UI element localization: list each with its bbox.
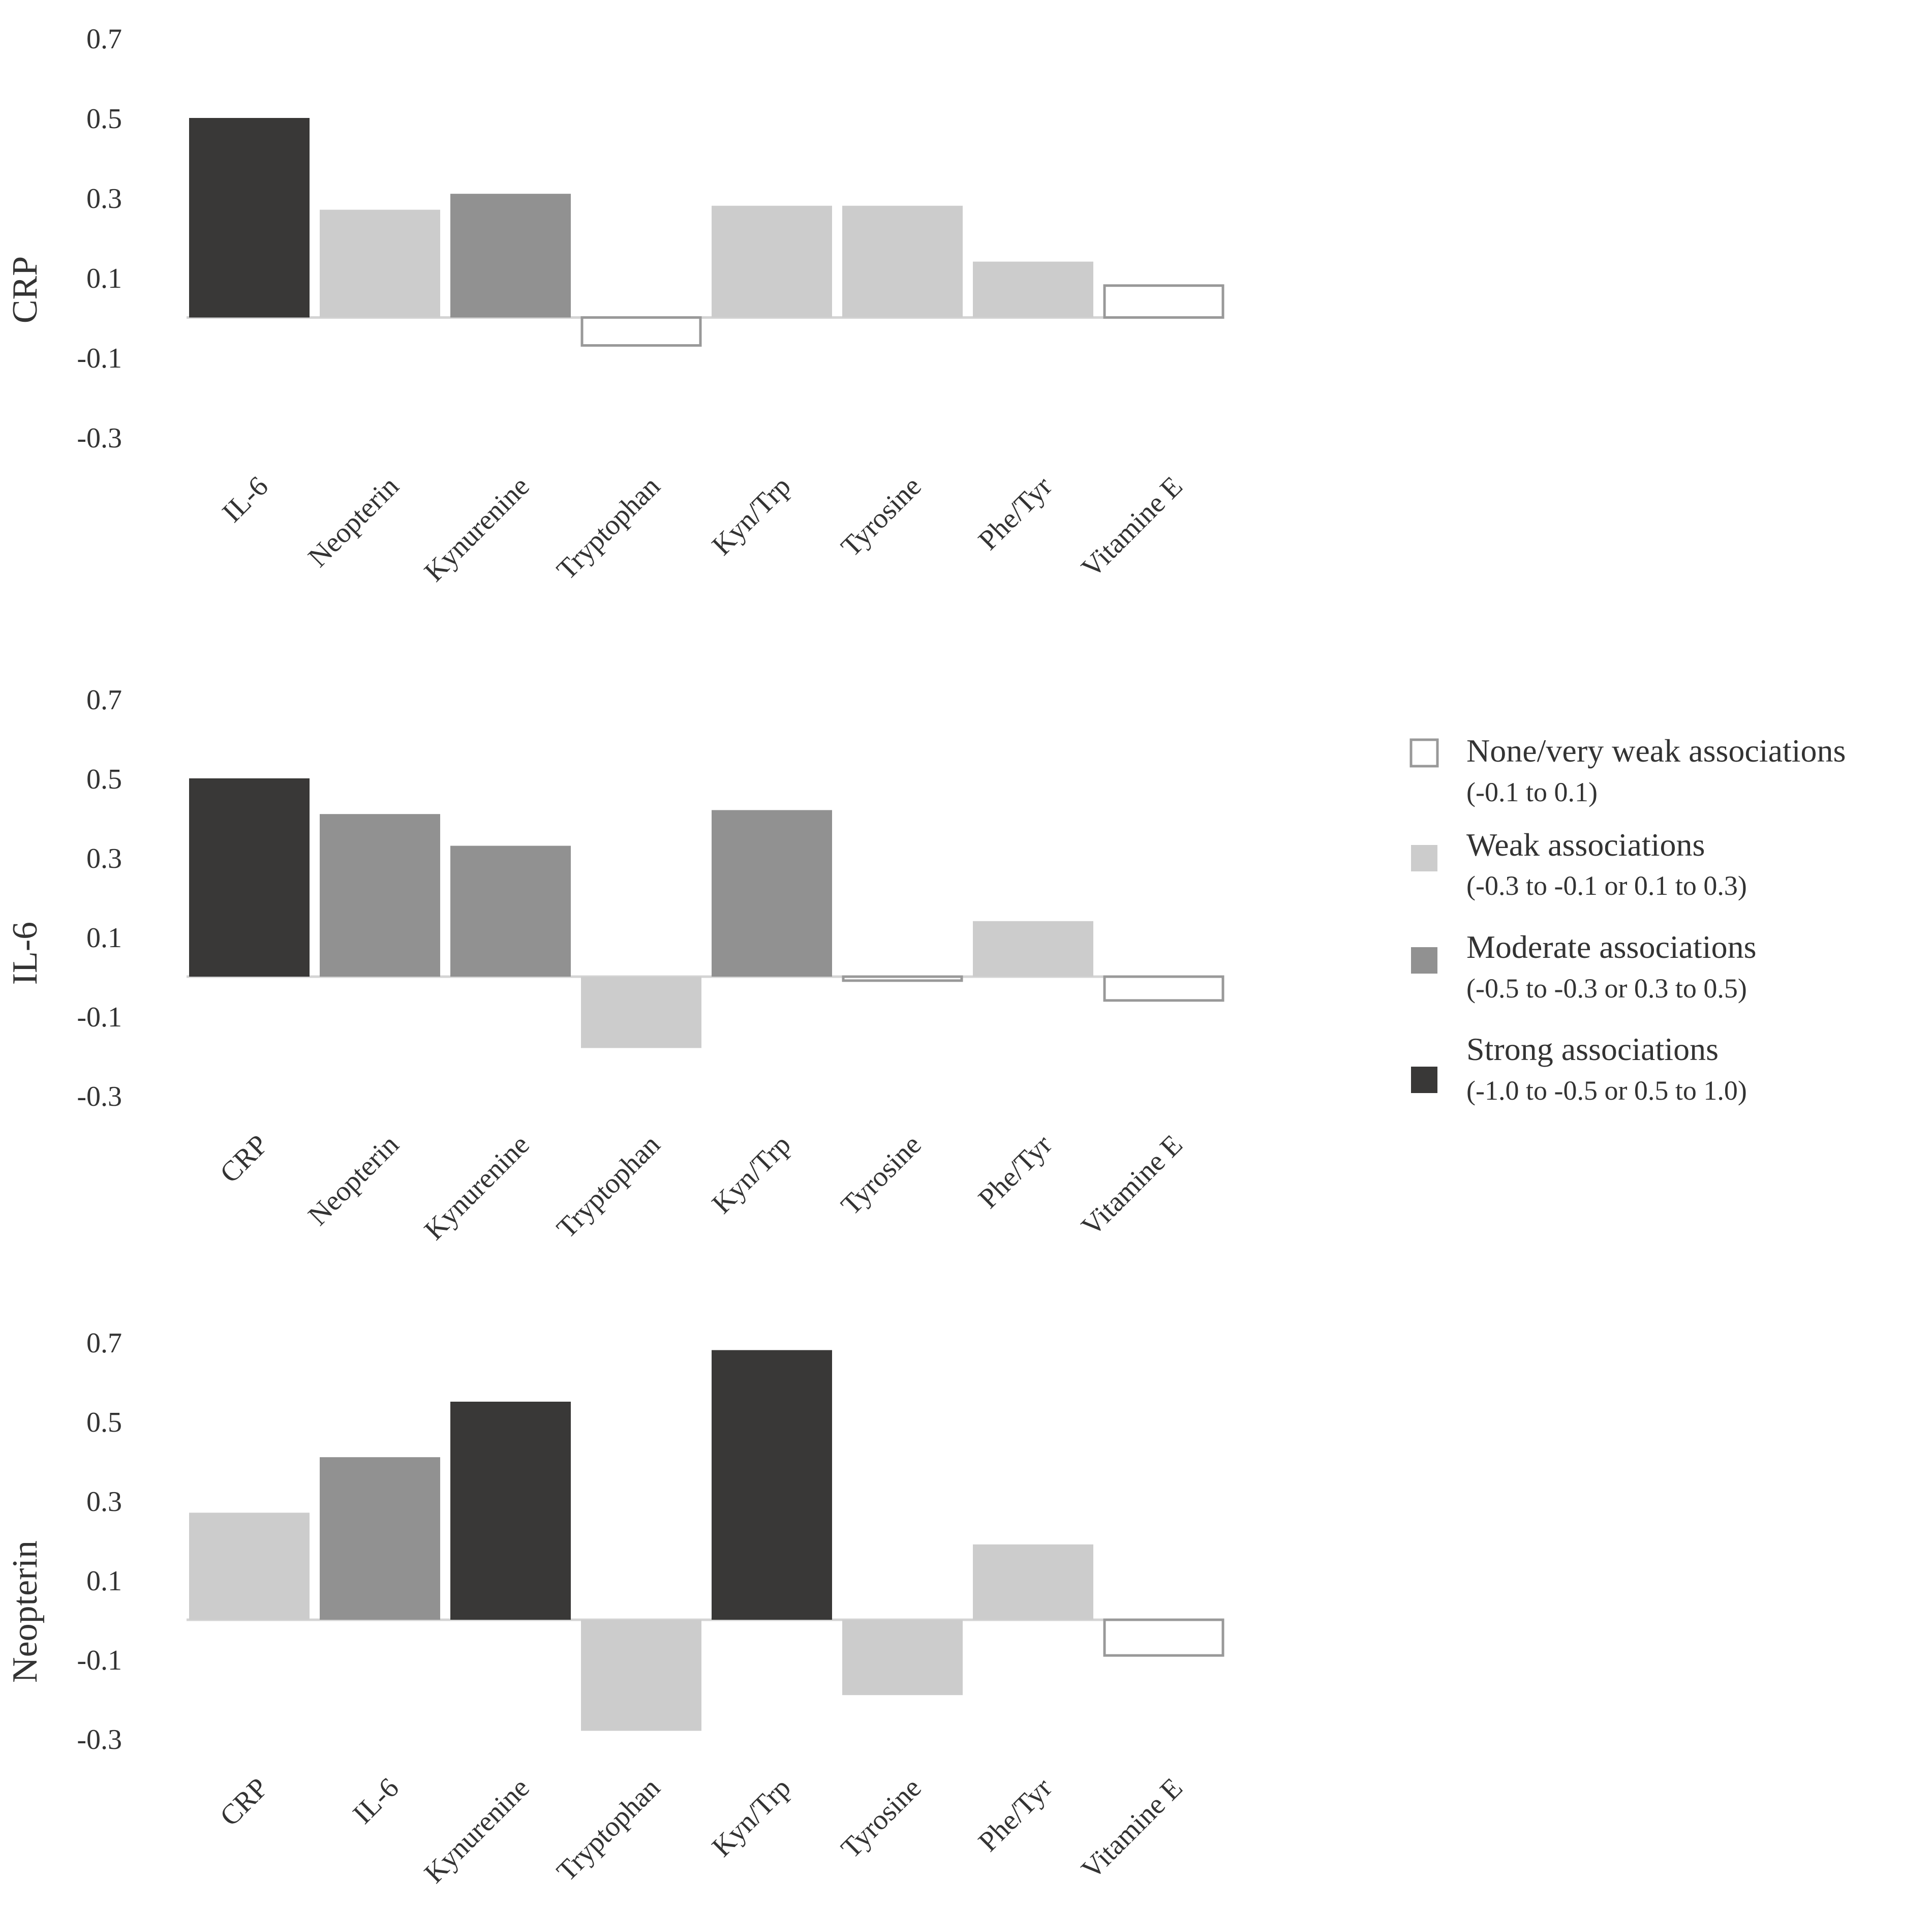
y-axis-label: Neopterin <box>6 1540 45 1683</box>
legend-item-strong: Strong associations (-1.0 to -0.5 or 0.5… <box>1411 1031 1747 1106</box>
x-category-label: Vitamine E <box>1076 1129 1189 1242</box>
chart-panel: IL-6 0.7 0.5 0.3 0.1 -0.1 -0.3 CRP Neopterin Kynu… <box>6 684 1224 1246</box>
x-category-label: Kynurenine <box>418 470 536 588</box>
legend-label-strong: Strong associations <box>1466 1031 1719 1067</box>
x-category-label: Tryptophan <box>550 470 666 586</box>
legend: None/very weak associations (-0.1 to 0.1… <box>1409 733 1846 1106</box>
bar <box>842 205 963 318</box>
x-category-label: Kynurenine <box>418 1772 536 1889</box>
y-tick-label: 0.5 <box>86 103 122 135</box>
y-tick-label: 0.1 <box>86 263 122 294</box>
legend-range-none: (-0.1 to 0.1) <box>1466 777 1598 807</box>
legend-swatch-none <box>1409 738 1439 768</box>
y-tick-label: 0.1 <box>86 922 122 954</box>
bar <box>712 810 832 977</box>
bar <box>712 205 832 318</box>
bar <box>189 778 310 977</box>
y-tick-label: -0.1 <box>77 1645 122 1676</box>
bar <box>189 1512 310 1620</box>
chart-panel: Neopterin 0.7 0.5 0.3 0.1 -0.1 -0.3 CRP IL-6 Kynu… <box>6 1327 1224 1889</box>
chart-panel: CRP 0.7 0.5 0.3 0.1 -0.1 -0.3 IL-6 Neopterin Kynu… <box>6 23 1224 588</box>
bar <box>1103 975 1224 1002</box>
y-tick-label: -0.3 <box>77 1081 122 1112</box>
y-tick-label: -0.1 <box>77 343 122 374</box>
x-category-label: Kyn/Trp <box>706 470 797 561</box>
bar <box>581 1620 701 1731</box>
bar <box>320 209 440 318</box>
y-tick-label: 0.1 <box>86 1565 122 1597</box>
y-tick-label: 0.5 <box>86 764 122 795</box>
legend-swatch-weak <box>1411 845 1437 871</box>
legend-label-weak: Weak associations <box>1466 827 1705 863</box>
bar <box>973 1544 1093 1620</box>
y-axis-label: IL-6 <box>6 922 45 985</box>
x-category-label: IL-6 <box>216 470 274 528</box>
y-tick-label: 0.3 <box>86 183 122 215</box>
x-category-label: IL-6 <box>347 1772 405 1830</box>
x-category-label: CRP <box>214 1129 274 1189</box>
legend-item-weak: Weak associations (-0.3 to -0.1 or 0.1 t… <box>1411 827 1747 901</box>
x-category-label: Vitamine E <box>1076 1772 1189 1885</box>
bar <box>973 921 1093 977</box>
x-category-label: Kyn/Trp <box>706 1129 797 1220</box>
bar <box>580 316 702 347</box>
bar <box>842 1620 963 1696</box>
bar <box>320 1457 440 1620</box>
y-tick-label: -0.3 <box>77 422 122 454</box>
x-category-label: Neopterin <box>302 470 405 573</box>
x-category-label: Tyrosine <box>835 1772 928 1864</box>
legend-swatch-moderate <box>1411 947 1437 974</box>
y-tick-label: 0.7 <box>86 684 122 716</box>
bar <box>581 977 701 1048</box>
x-category-label: Vitamine E <box>1076 470 1189 584</box>
y-tick-label: 0.3 <box>86 843 122 874</box>
bar <box>1103 1618 1224 1657</box>
bar <box>1103 284 1224 319</box>
bar <box>450 194 571 318</box>
bar <box>712 1350 832 1620</box>
x-category-label: Kyn/Trp <box>706 1772 797 1863</box>
y-tick-label: 0.7 <box>86 1327 122 1359</box>
x-category-label: Tryptophan <box>550 1129 666 1244</box>
legend-label-moderate: Moderate associations <box>1466 929 1757 965</box>
bar <box>189 118 310 318</box>
legend-item-moderate: Moderate associations (-0.5 to -0.3 or 0… <box>1411 929 1757 1004</box>
bar <box>973 261 1093 318</box>
x-category-label: Phe/Tyr <box>972 470 1058 556</box>
bar <box>450 1402 571 1620</box>
bar <box>842 975 963 982</box>
x-category-label: Kynurenine <box>418 1129 536 1246</box>
y-tick-label: -0.3 <box>77 1724 122 1756</box>
legend-range-strong: (-1.0 to -0.5 or 0.5 to 1.0) <box>1466 1075 1747 1106</box>
x-category-label: CRP <box>214 1772 274 1832</box>
x-category-label: Neopterin <box>302 1129 405 1231</box>
y-tick-label: 0.3 <box>86 1486 122 1518</box>
x-category-label: Phe/Tyr <box>972 1129 1058 1215</box>
legend-range-moderate: (-0.5 to -0.3 or 0.3 to 0.5) <box>1466 973 1747 1004</box>
x-category-label: Tyrosine <box>835 1129 928 1221</box>
y-tick-label: 0.7 <box>86 23 122 55</box>
y-tick-label: -0.1 <box>77 1002 122 1033</box>
y-axis-label: CRP <box>6 256 45 323</box>
x-category-label: Phe/Tyr <box>972 1772 1058 1858</box>
legend-item-none: None/very weak associations (-0.1 to 0.1… <box>1409 733 1846 807</box>
bar <box>320 814 440 977</box>
x-category-label: Tryptophan <box>550 1772 666 1887</box>
legend-label-none: None/very weak associations <box>1466 733 1846 769</box>
legend-range-weak: (-0.3 to -0.1 or 0.1 to 0.3) <box>1466 870 1747 901</box>
legend-swatch-strong <box>1411 1067 1437 1093</box>
bar <box>450 845 571 977</box>
y-tick-label: 0.5 <box>86 1407 122 1438</box>
x-category-label: Tyrosine <box>835 470 928 563</box>
